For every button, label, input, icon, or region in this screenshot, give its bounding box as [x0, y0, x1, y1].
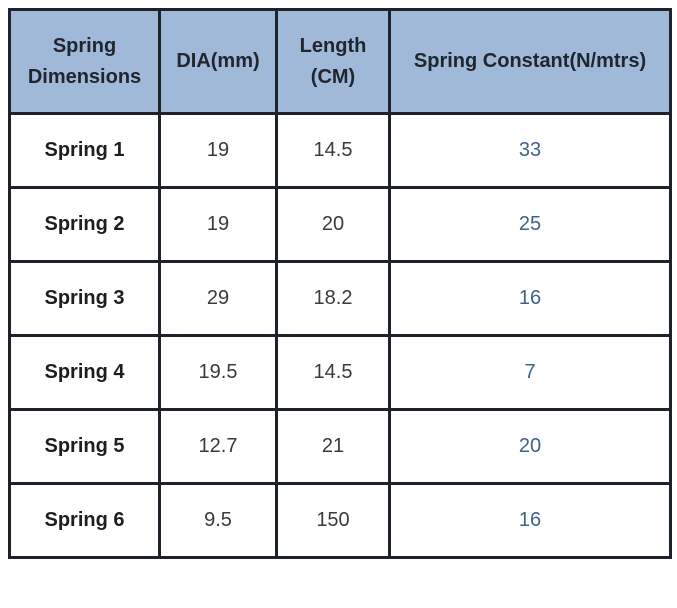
spring-constant-cell: 16	[388, 260, 672, 337]
header-cell-spring-constant: Spring Constant(N/mtrs)	[388, 8, 672, 115]
header-row: Spring Dimensions DIA(mm) Length (CM) Sp…	[8, 8, 672, 115]
spring-label-cell: Spring 2	[8, 186, 161, 263]
spring-label-cell: Spring 3	[8, 260, 161, 337]
table-row: Spring 5 12.7 21 20	[8, 408, 672, 485]
spring-dimensions-table: Spring Dimensions DIA(mm) Length (CM) Sp…	[8, 8, 672, 559]
dia-cell: 19.5	[158, 334, 278, 411]
header-cell-spring-dimensions: Spring Dimensions	[8, 8, 161, 115]
table-row: Spring 1 19 14.5 33	[8, 112, 672, 189]
length-cell: 14.5	[275, 334, 391, 411]
spring-constant-cell: 25	[388, 186, 672, 263]
spring-label-cell: Spring 5	[8, 408, 161, 485]
header-cell-dia: DIA(mm)	[158, 8, 278, 115]
length-cell: 150	[275, 482, 391, 559]
length-cell: 20	[275, 186, 391, 263]
spring-constant-cell: 33	[388, 112, 672, 189]
length-cell: 21	[275, 408, 391, 485]
length-cell: 18.2	[275, 260, 391, 337]
dia-cell: 19	[158, 112, 278, 189]
dia-cell: 19	[158, 186, 278, 263]
dia-cell: 29	[158, 260, 278, 337]
spring-label-cell: Spring 4	[8, 334, 161, 411]
spring-constant-cell: 16	[388, 482, 672, 559]
dia-cell: 9.5	[158, 482, 278, 559]
spring-label-cell: Spring 1	[8, 112, 161, 189]
table-body: Spring 1 19 14.5 33 Spring 2 19 20 25 Sp…	[8, 112, 672, 559]
table-row: Spring 3 29 18.2 16	[8, 260, 672, 337]
table-row: Spring 2 19 20 25	[8, 186, 672, 263]
spring-dimensions-table-container: Spring Dimensions DIA(mm) Length (CM) Sp…	[8, 8, 672, 559]
spring-constant-cell: 7	[388, 334, 672, 411]
table-header: Spring Dimensions DIA(mm) Length (CM) Sp…	[8, 8, 672, 115]
table-row: Spring 4 19.5 14.5 7	[8, 334, 672, 411]
length-cell: 14.5	[275, 112, 391, 189]
table-row: Spring 6 9.5 150 16	[8, 482, 672, 559]
dia-cell: 12.7	[158, 408, 278, 485]
spring-label-cell: Spring 6	[8, 482, 161, 559]
header-cell-length: Length (CM)	[275, 8, 391, 115]
spring-constant-cell: 20	[388, 408, 672, 485]
